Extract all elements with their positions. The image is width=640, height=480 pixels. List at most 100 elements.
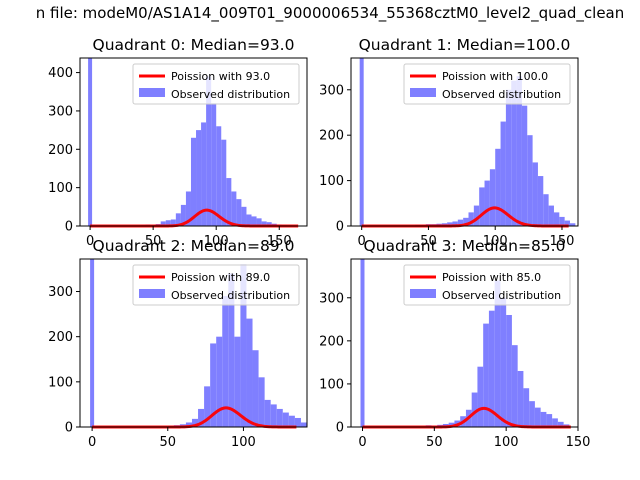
histogram-bar: [206, 76, 212, 227]
histogram-bar: [543, 194, 549, 226]
y-tick-label: 100: [48, 375, 73, 390]
histogram-bar: [527, 135, 533, 226]
legend-label-observed: Observed distribution: [171, 88, 290, 101]
zero-count-spike-bar: [90, 259, 95, 427]
histogram-bar: [489, 169, 496, 226]
y-tick-label: 300: [48, 104, 73, 119]
histogram-bar: [185, 422, 192, 427]
histogram-bar: [246, 318, 253, 427]
histogram-bar: [506, 315, 512, 427]
histogram-bar: [546, 414, 553, 427]
histogram-bar: [258, 377, 265, 427]
histogram-bar: [463, 217, 469, 226]
legend-box: [403, 264, 571, 306]
histogram-bar: [457, 219, 464, 226]
y-tick-label: 200: [319, 334, 344, 349]
legend: Poission with 93.0 Observed distribution: [132, 63, 300, 105]
histogram-bar: [477, 366, 484, 427]
histogram-bar: [300, 422, 307, 427]
x-tick-label: 50: [159, 435, 176, 450]
histogram-bar: [191, 418, 199, 427]
histogram-bar: [447, 222, 453, 226]
histogram-bar: [222, 296, 229, 427]
legend-label-poisson: Poission with 89.0: [171, 271, 270, 284]
histogram-bar: [516, 76, 522, 226]
legend-box: [132, 63, 300, 105]
histogram-bar: [261, 221, 267, 226]
histogram-bar: [553, 212, 560, 226]
quadrant-3-plot: 0 50 100 150 0 100 200 300 Poission with 85.0 Obs…: [319, 237, 590, 450]
histogram-bar: [548, 205, 554, 226]
quadrant-title: Quadrant 2: Median=89.0: [93, 237, 295, 255]
x-tick-label: 50: [145, 234, 162, 249]
histogram-bar: [204, 386, 211, 427]
y-tick-label: 100: [319, 174, 344, 189]
histogram-bar: [468, 212, 474, 226]
histogram-bar: [196, 130, 202, 226]
histogram-bar: [540, 411, 547, 427]
histogram-bar: [473, 205, 480, 226]
y-tick-label: 100: [319, 377, 344, 392]
histogram-bar: [282, 412, 289, 427]
histogram-bar: [175, 213, 181, 226]
legend: Poission with 100.0 Observed distribution: [403, 63, 571, 105]
axes-frame: [350, 258, 579, 428]
legend-label-observed: Observed distribution: [442, 88, 561, 101]
histogram-bar: [494, 280, 501, 427]
legend-label-poisson: Poission with 93.0: [171, 70, 270, 83]
histogram-bar: [534, 407, 541, 427]
legend-box: [403, 63, 571, 105]
histogram-bar: [210, 343, 217, 427]
legend-box: [132, 264, 300, 306]
y-tick-label: 200: [48, 330, 73, 345]
histogram-bar: [564, 220, 570, 226]
x-tick-label: 150: [566, 435, 591, 450]
histogram-bar: [517, 371, 524, 427]
histogram-bar: [557, 421, 564, 427]
histogram-bar: [241, 206, 247, 226]
histogram-bar: [231, 191, 237, 226]
histogram-bar: [483, 323, 489, 427]
histogram-bar: [500, 121, 506, 226]
histogram-bar: [495, 148, 501, 226]
histogram-bar: [165, 220, 171, 226]
histogram-bar: [216, 126, 222, 226]
y-tick-label: 300: [319, 291, 344, 306]
y-tick-label: 200: [319, 129, 344, 144]
x-tick-label: 0: [86, 234, 94, 249]
histogram-bar: [216, 336, 223, 427]
y-tick-label: 0: [65, 220, 73, 235]
histogram-bar: [170, 219, 176, 226]
axes-frame: [350, 57, 579, 227]
x-tick-label: 150: [550, 234, 575, 249]
histogram-bar: [180, 204, 186, 226]
histogram-bar: [240, 264, 247, 427]
figure-title: n file: modeM0/AS1A14_009T01_9000006534_…: [35, 4, 625, 22]
y-tick-label: 0: [336, 421, 344, 436]
histogram-bar: [160, 221, 166, 226]
axes-frame: [79, 57, 308, 227]
zero-count-spike-bar: [359, 58, 364, 226]
histogram-bar: [532, 162, 538, 226]
histogram-bar: [276, 408, 283, 427]
y-tick-label: 0: [336, 220, 344, 235]
histogram-bar: [452, 221, 458, 226]
histogram-bar: [523, 388, 530, 427]
legend-bar-swatch: [139, 289, 165, 298]
legend-label-poisson: Poission with 100.0: [442, 70, 548, 83]
histogram-bar: [559, 216, 565, 226]
histogram-bar: [569, 223, 576, 226]
legend-bar-swatch: [139, 88, 165, 97]
histogram-bar: [252, 350, 259, 427]
axes-frame: [79, 258, 308, 428]
histogram-bar: [552, 418, 558, 427]
histogram-bar: [211, 103, 217, 226]
histogram-bar: [185, 191, 191, 226]
x-tick-label: 0: [88, 435, 96, 450]
quadrant-title: Quadrant 0: Median=93.0: [93, 36, 295, 54]
x-tick-label: 50: [426, 435, 443, 450]
quadrant-title: Quadrant 1: Median=100.0: [359, 36, 571, 54]
x-tick-label: 100: [494, 435, 519, 450]
zero-count-spike-bar: [360, 259, 365, 427]
